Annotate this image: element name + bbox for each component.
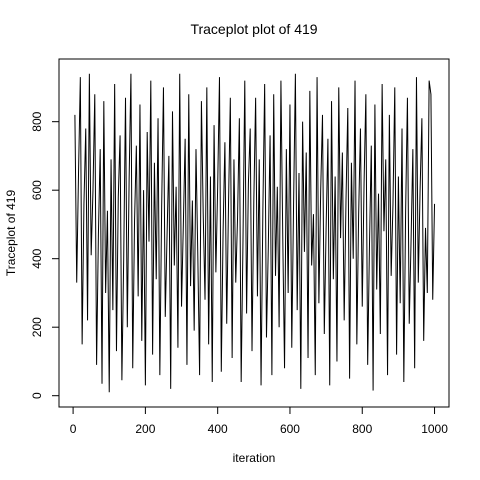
y-axis-label: Traceplot of 419 <box>4 190 18 277</box>
trace-line <box>74 73 436 393</box>
x-tick-label: 800 <box>352 422 372 436</box>
y-tick-label: 600 <box>30 180 44 200</box>
y-tick-label: 200 <box>30 317 44 337</box>
x-tick-label: 0 <box>70 422 77 436</box>
x-tick-label: 200 <box>135 422 155 436</box>
y-tick-label: 400 <box>30 248 44 268</box>
y-tick-label: 800 <box>30 111 44 131</box>
x-tick-label: 400 <box>208 422 228 436</box>
x-axis-label: iteration <box>233 451 276 465</box>
chart-title: Traceplot plot of 419 <box>190 21 317 37</box>
x-tick-label: 600 <box>280 422 300 436</box>
x-tick-label: 1000 <box>421 422 448 436</box>
y-tick-label: 0 <box>30 392 44 399</box>
